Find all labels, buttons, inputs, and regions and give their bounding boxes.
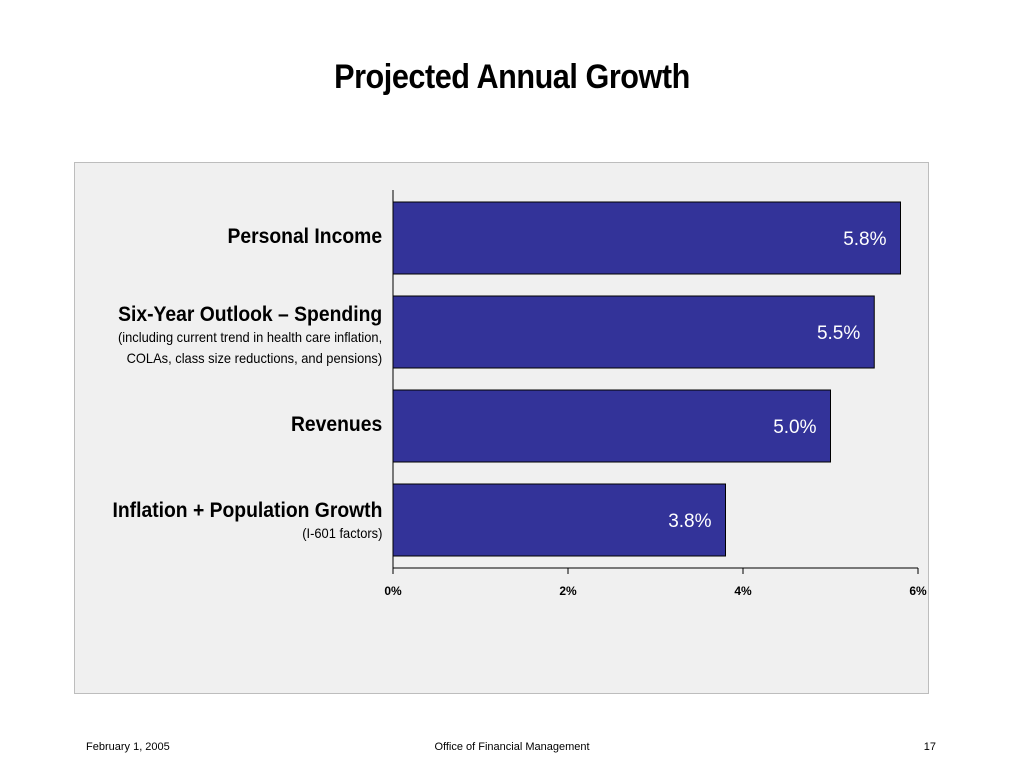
bar-4 [392, 483, 726, 557]
data-label: 5.8% [843, 229, 886, 250]
data-label: 3.8% [668, 511, 711, 532]
category-label-sub: (including current trend in health care … [117, 329, 382, 345]
slide-title: Projected Annual Growth [334, 58, 690, 96]
category-label-main: Six-Year Outlook – Spending [117, 303, 383, 326]
bar-1 [392, 201, 901, 275]
bar-3 [392, 389, 831, 463]
category-label: Inflation + Population Growth (I-601 fact… [89, 499, 382, 544]
x-tick-label: 6% [909, 584, 927, 598]
category-label-main: Personal Income [227, 225, 382, 248]
x-tick-label: 4% [734, 584, 752, 598]
category-label-main: Inflation + Population Growth [112, 499, 382, 522]
footer-organization: Office of Financial Management [434, 741, 590, 753]
x-tick-label: 2% [559, 584, 577, 598]
category-label: Revenues [283, 413, 382, 437]
x-tick-label: 0% [384, 584, 402, 598]
category-label-sub: (I-601 factors) [301, 525, 382, 541]
category-label-main: Revenues [290, 413, 382, 436]
footer-date: February 1, 2005 [86, 741, 170, 753]
category-label: Personal Income [214, 225, 382, 249]
footer-page-number: 17 [923, 741, 936, 753]
category-label-sub: COLAs, class size reductions, and pensio… [126, 350, 382, 366]
category-label: Six-Year Outlook – Spending (including cu… [95, 303, 382, 369]
data-label: 5.0% [773, 417, 816, 438]
bar-2 [392, 295, 875, 369]
data-label: 5.5% [817, 323, 860, 344]
